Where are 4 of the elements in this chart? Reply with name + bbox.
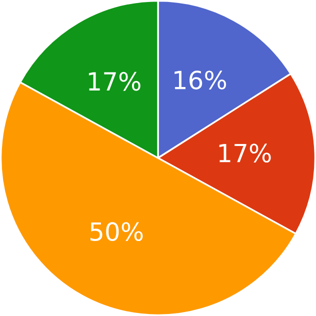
data-label: 17% (219, 144, 271, 163)
data-label: 16% (174, 70, 226, 90)
data-label: 17% (88, 72, 140, 91)
data-label: 50% (90, 222, 143, 242)
